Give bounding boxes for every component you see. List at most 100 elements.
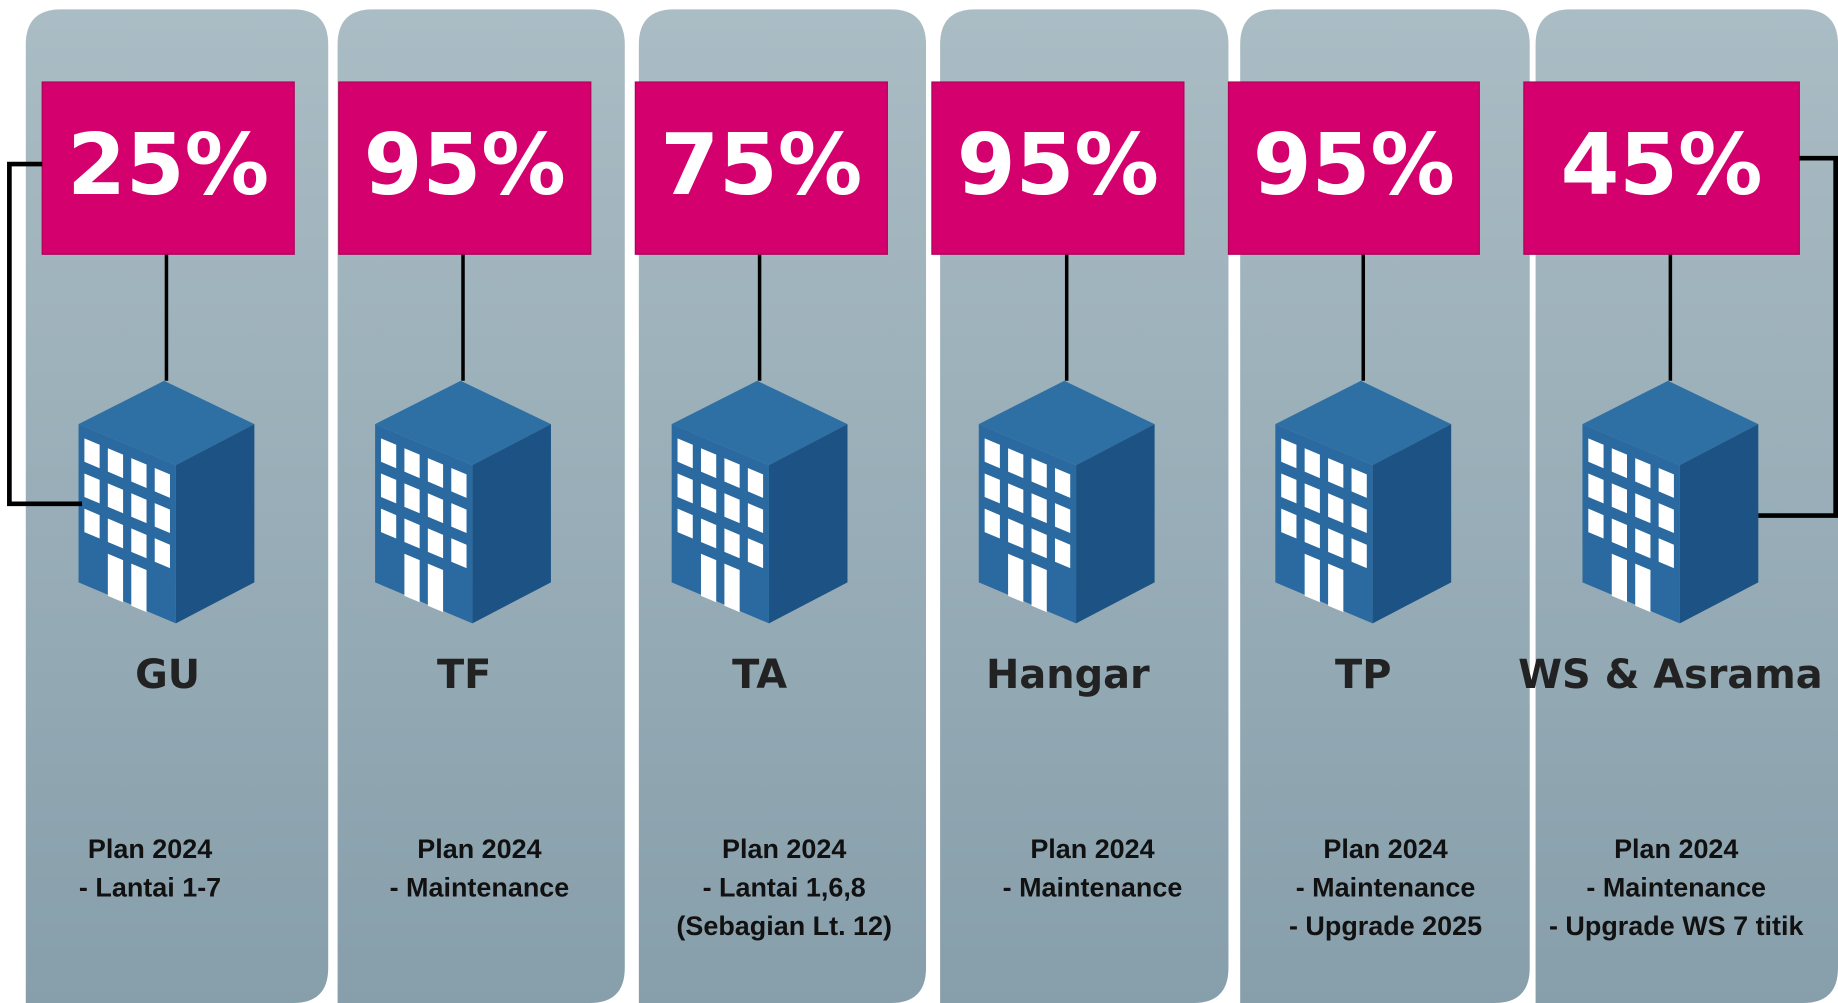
building-top [1275, 380, 1452, 466]
percent-label: 95% [364, 116, 566, 214]
plan-line: Plan 2024 [722, 834, 846, 864]
window [427, 458, 444, 488]
building-top [375, 380, 551, 466]
window [84, 508, 100, 539]
window [1304, 448, 1320, 479]
building-name: Hangar [986, 652, 1150, 698]
building-name: WS & Asrama [1518, 652, 1823, 698]
window [1031, 458, 1047, 488]
window [677, 438, 693, 469]
plan-line: - Upgrade 2025 [1289, 911, 1482, 941]
window [724, 458, 740, 488]
building-front [375, 424, 473, 624]
plan-line: - Upgrade WS 7 titik [1549, 911, 1804, 941]
window [700, 518, 717, 549]
window [1635, 528, 1651, 559]
window [1054, 538, 1071, 569]
building-side [1679, 424, 1759, 624]
window [1635, 563, 1651, 613]
window [451, 467, 467, 498]
window [1658, 467, 1674, 498]
window [154, 503, 170, 534]
percent-label: 75% [660, 116, 862, 214]
window [1611, 448, 1628, 479]
window [131, 493, 147, 524]
window [1008, 448, 1024, 479]
building-front [978, 424, 1077, 624]
plan-line: - Lantai 1,6,8 [703, 872, 866, 902]
building-column: 95% Hangar Plan 2024 - Maintenance [931, 9, 1229, 1003]
building-column: 45% WS & Asrama Plan 2024 - Maintenance - Up… [1518, 9, 1838, 1003]
percent-label: 45% [1561, 116, 1763, 214]
building-name: GU [135, 652, 200, 698]
window [747, 467, 764, 498]
percent-box [1227, 81, 1480, 255]
plan-line: - Maintenance [1586, 872, 1766, 902]
percent-box [1523, 81, 1800, 255]
window [1351, 467, 1367, 498]
window [724, 528, 740, 559]
window [1588, 438, 1604, 469]
building-column: 25% GU Plan 2024 - Lantai 1-7 [25, 9, 329, 1003]
building-side [472, 424, 551, 624]
window [1031, 528, 1047, 559]
window [1658, 503, 1674, 534]
window [1304, 483, 1320, 514]
window [984, 508, 1000, 539]
window [677, 508, 693, 539]
window [427, 493, 444, 524]
window [1328, 458, 1344, 488]
window [1351, 538, 1367, 569]
plan-line: (Sebagian Lt. 12) [676, 911, 892, 941]
window [1351, 503, 1367, 534]
building-name: TP [1335, 652, 1391, 698]
window [427, 563, 444, 613]
window [700, 483, 717, 514]
building-front [1275, 424, 1373, 624]
window [131, 528, 147, 559]
window [1281, 438, 1297, 469]
window [84, 473, 100, 504]
building-front [78, 424, 176, 624]
plan-line: - Lantai 1-7 [79, 872, 221, 902]
window [1588, 508, 1604, 539]
window [154, 538, 170, 569]
window [1008, 553, 1024, 603]
percent-box [634, 81, 888, 255]
window [984, 438, 1000, 469]
window [380, 508, 397, 539]
building-top [78, 380, 255, 466]
plan-line: - Maintenance [390, 872, 570, 902]
building-column: 95% TP Plan 2024 - Maintenance - Upgrade 202… [1227, 9, 1530, 1003]
building-column: 75% TA Plan 2024 - Lantai 1,6,8 (Sebagian Lt… [634, 9, 927, 1003]
building-side [175, 424, 255, 624]
window [1328, 528, 1344, 559]
percent-box [338, 81, 592, 255]
window [724, 563, 740, 613]
window [131, 563, 147, 613]
building-side [1372, 424, 1452, 624]
window [451, 538, 467, 569]
window [724, 493, 740, 524]
building-front [1582, 424, 1680, 624]
building-top [671, 380, 848, 466]
window [1328, 493, 1344, 524]
window [107, 448, 124, 479]
percent-label: 95% [1253, 116, 1455, 214]
connector [7, 161, 83, 507]
window [84, 438, 100, 469]
connector [1758, 155, 1838, 518]
plan-line: Plan 2024 [1030, 834, 1154, 864]
plan-line: - Maintenance [1003, 872, 1183, 902]
building-column: 95% TF Plan 2024 - Maintenance [337, 9, 625, 1003]
window [154, 467, 170, 498]
window [1611, 553, 1628, 603]
window [404, 518, 420, 549]
plan-line: Plan 2024 [1614, 834, 1738, 864]
plan-line: - Maintenance [1296, 872, 1476, 902]
window [1304, 553, 1320, 603]
window [427, 528, 444, 559]
window [1328, 563, 1344, 613]
window [1054, 503, 1071, 534]
